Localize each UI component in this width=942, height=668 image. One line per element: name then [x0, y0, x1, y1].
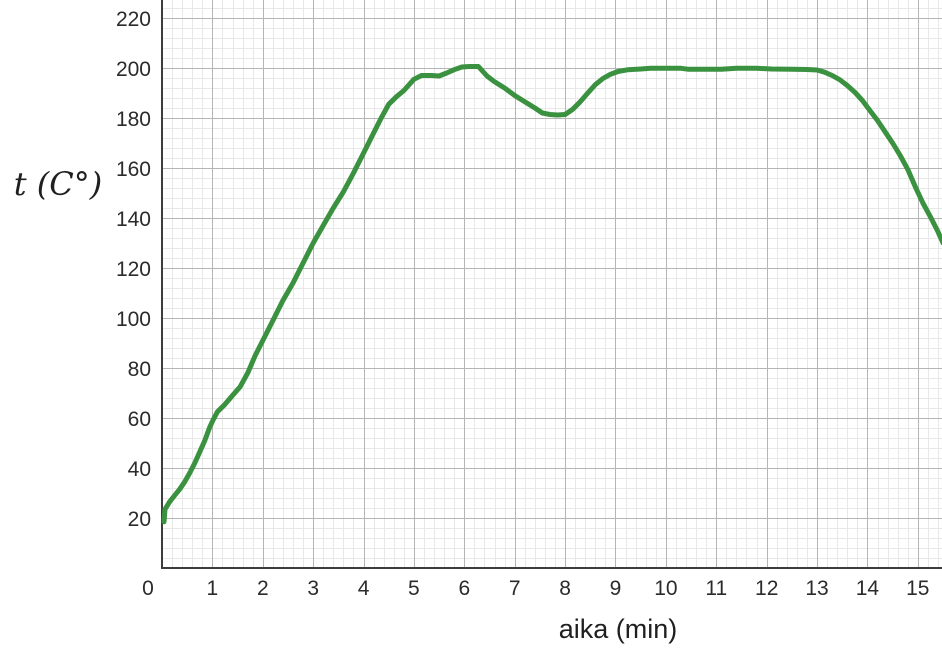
- x-tick-label-1: 1: [207, 577, 219, 600]
- y-tick-label-100: 100: [116, 308, 151, 331]
- x-tick-label-7: 7: [509, 577, 521, 600]
- grid-minor-path: [162, 0, 942, 568]
- temperature-curve: [161, 64, 942, 525]
- grid-major-path: [162, 0, 942, 568]
- y-tick-label-80: 80: [128, 358, 151, 381]
- y-tick-label-20: 20: [128, 508, 151, 531]
- x-tick-label-12: 12: [755, 577, 778, 600]
- x-tick-label-15: 15: [906, 577, 929, 600]
- y-tick-label-220: 220: [116, 8, 151, 31]
- x-tick-label-8: 8: [559, 577, 571, 600]
- y-tick-label-180: 180: [116, 108, 151, 131]
- x-axis-tick-labels: 0 1 2 3 4 5 6 7 8 9 10 11 12 13 14 15: [142, 577, 929, 600]
- y-tick-label-160: 160: [116, 158, 151, 181]
- x-tick-label-2: 2: [257, 577, 269, 600]
- x-tick-label-5: 5: [408, 577, 420, 600]
- grid-minor-lines: [162, 0, 942, 568]
- grid-major-lines: [162, 0, 942, 568]
- axes: [161, 0, 942, 569]
- x-tick-label-13: 13: [805, 577, 828, 600]
- y-tick-label-60: 60: [128, 408, 151, 431]
- x-tick-label-11: 11: [705, 577, 727, 600]
- y-tick-label-200: 200: [116, 58, 151, 81]
- x-tick-label-0: 0: [142, 577, 154, 600]
- y-tick-label-40: 40: [128, 458, 151, 481]
- x-tick-label-10: 10: [654, 577, 677, 600]
- y-tick-label-140: 140: [116, 208, 151, 231]
- x-tick-label-14: 14: [856, 577, 880, 600]
- y-axis-tick-labels: 20 40 60 80 100 120 140 160 180 200 220: [116, 8, 151, 531]
- x-tick-label-6: 6: [458, 577, 470, 600]
- x-axis-title: aika (min): [559, 614, 678, 644]
- y-axis-title: t (C°): [14, 165, 102, 203]
- x-tick-label-9: 9: [610, 577, 622, 600]
- y-tick-label-120: 120: [116, 258, 151, 281]
- data-series: [161, 64, 942, 525]
- x-tick-label-3: 3: [307, 577, 319, 600]
- x-tick-label-4: 4: [358, 577, 370, 600]
